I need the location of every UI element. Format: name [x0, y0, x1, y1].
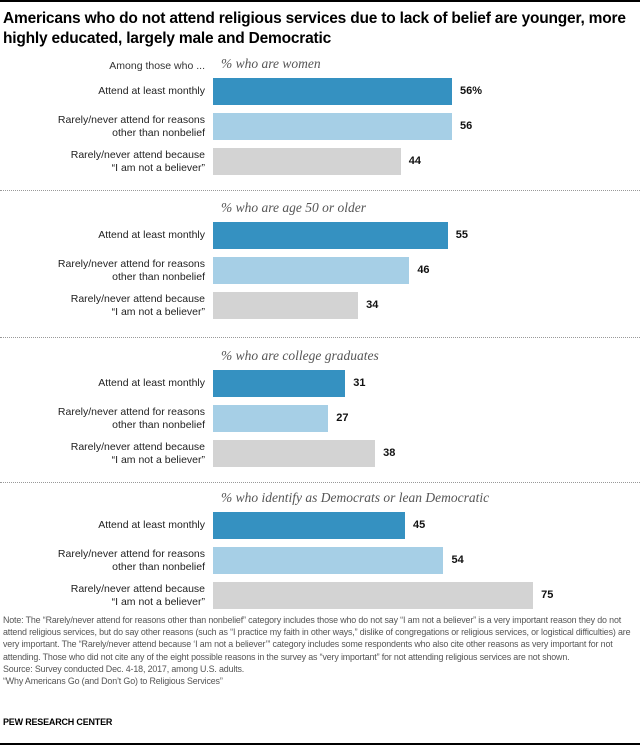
data-label: 27: [336, 412, 349, 424]
panel-subtitle: % who are women: [221, 56, 321, 71]
data-label: 56%: [460, 85, 483, 97]
data-label: 75: [541, 589, 554, 601]
category-label: Rarely/never attend because “I am not a b…: [5, 583, 205, 609]
category-label-line: Rarely/never attend for reasons: [57, 406, 205, 418]
chart-title: Americans who do not attend religious se…: [3, 10, 626, 47]
category-label: Rarely/never attend because “I am not a b…: [5, 293, 205, 319]
bar: [213, 222, 448, 249]
category-label: Attend at least monthly: [5, 85, 205, 98]
data-label: 44: [408, 155, 422, 167]
among-label: Among those who ...: [109, 60, 205, 72]
category-label-line: Attend at least monthly: [98, 229, 205, 241]
category-label-line: Rarely/never attend because: [70, 441, 205, 453]
data-label: 46: [417, 264, 430, 276]
data-label: 31: [353, 377, 366, 389]
category-label-line: Attend at least monthly: [98, 377, 205, 389]
report-title: “Why Americans Go (and Don’t Go) to Reli…: [3, 676, 223, 687]
category-label-line: “I am not a believer”: [111, 454, 205, 466]
panel-divider: [0, 482, 640, 483]
data-label: 45: [413, 519, 426, 531]
bar: [213, 78, 452, 105]
data-label: 56: [460, 120, 473, 132]
bar: [213, 512, 406, 539]
bar: [213, 257, 410, 284]
bar: [213, 405, 329, 432]
data-label: 34: [366, 299, 379, 311]
data-label: 54: [451, 554, 464, 566]
panel-subtitle: % who identify as Democrats or lean Demo…: [221, 490, 490, 505]
bottom-rule: [0, 743, 640, 745]
bar: [213, 292, 359, 319]
pew-logo: PEW RESEARCH CENTER: [3, 717, 113, 727]
note: Note: The “Rarely/never attend for reaso…: [3, 614, 637, 687]
category-label: Rarely/never attend for reasons other tha…: [5, 548, 205, 574]
panel-subtitle: % who are age 50 or older: [221, 200, 366, 215]
category-label-line: Rarely/never attend because: [70, 149, 205, 161]
data-label: 38: [383, 447, 396, 459]
category-label-line: other than nonbelief: [112, 561, 205, 573]
category-label-line: Rarely/never attend because: [70, 583, 205, 595]
category-label-line: Attend at least monthly: [98, 519, 205, 531]
bar: [213, 582, 534, 609]
category-label: Rarely/never attend for reasons other tha…: [5, 406, 205, 432]
bar: [213, 547, 444, 574]
panel-divider: [0, 337, 640, 338]
bar: [213, 440, 376, 467]
panel-divider: [0, 190, 640, 191]
category-label-line: Rarely/never attend for reasons: [57, 548, 205, 560]
category-label: Attend at least monthly: [5, 519, 205, 532]
category-label-line: other than nonbelief: [112, 127, 205, 139]
category-label-line: “I am not a believer”: [111, 162, 205, 174]
panel-subtitle: % who are college graduates: [221, 348, 379, 363]
category-label: Rarely/never attend for reasons other tha…: [5, 258, 205, 284]
category-label-line: other than nonbelief: [112, 271, 205, 283]
note-text: Note: The “Rarely/never attend for reaso…: [3, 615, 631, 662]
category-label: Attend at least monthly: [5, 229, 205, 242]
category-label: Rarely/never attend because “I am not a b…: [5, 441, 205, 467]
category-label-line: Attend at least monthly: [98, 85, 205, 97]
category-label-line: Rarely/never attend for reasons: [57, 258, 205, 270]
category-label-line: Rarely/never attend for reasons: [57, 114, 205, 126]
bar: [213, 113, 452, 140]
category-label: Rarely/never attend for reasons other tha…: [5, 114, 205, 140]
category-label-line: other than nonbelief: [112, 419, 205, 431]
bar: [213, 148, 401, 175]
category-label: Rarely/never attend because “I am not a b…: [5, 149, 205, 175]
source-text: Source: Survey conducted Dec. 4-18, 2017…: [3, 663, 245, 674]
category-label-line: Rarely/never attend because: [70, 293, 205, 305]
bar: [213, 370, 346, 397]
category-label-line: “I am not a believer”: [111, 596, 205, 608]
category-label-line: “I am not a believer”: [111, 306, 205, 318]
category-label: Attend at least monthly: [5, 377, 205, 390]
data-label: 55: [455, 229, 468, 241]
top-rule: [0, 0, 640, 2]
